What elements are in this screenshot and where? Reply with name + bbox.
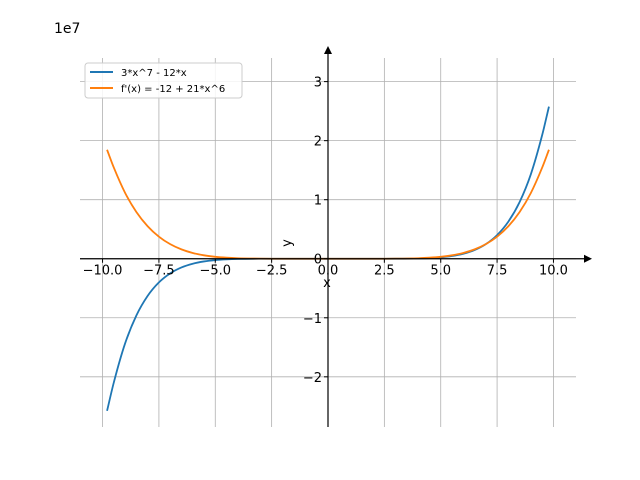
- legend-box: [84, 62, 243, 99]
- ticks: −10.0 −7.5 −5.0 −2.5 0.0 2.5 5.0 7.5 10.0 −2 −1 0 1 2…: [83, 76, 568, 386]
- x-axis-label: x: [323, 276, 331, 291]
- x-tick-label: 10.0: [539, 264, 568, 279]
- x-axis-arrow: [584, 254, 592, 263]
- y-axis-arrow: [324, 46, 332, 54]
- x-tick-label: −7.5: [143, 264, 175, 279]
- y-tick-label: −1: [303, 312, 322, 327]
- x-tick-label: 0.0: [318, 264, 339, 279]
- x-tick-label: −10.0: [83, 264, 123, 279]
- y-tick-label: 1: [314, 194, 322, 209]
- x-tick-label: −2.5: [256, 264, 288, 279]
- y-tick-label: 2: [314, 135, 322, 150]
- x-tick-label: 5.0: [430, 264, 451, 279]
- axes: [80, 46, 592, 427]
- y-tick-label: 3: [314, 76, 322, 91]
- y-axis-label: y: [280, 239, 295, 247]
- y-scale-label: 1e7: [54, 21, 80, 37]
- x-tick-label: −5.0: [199, 264, 231, 279]
- x-tick-label: 2.5: [374, 264, 395, 279]
- legend-label: 3*x^7 - 12*x: [121, 68, 187, 79]
- legend: 3*x^7 - 12*x f'(x) = -12 + 21*x^6: [84, 62, 243, 99]
- x-tick-label: 7.5: [487, 264, 508, 279]
- y-tick-label: −2: [303, 371, 322, 386]
- y-tick-label: 0: [314, 253, 322, 268]
- legend-label: f'(x) = -12 + 21*x^6: [121, 84, 225, 95]
